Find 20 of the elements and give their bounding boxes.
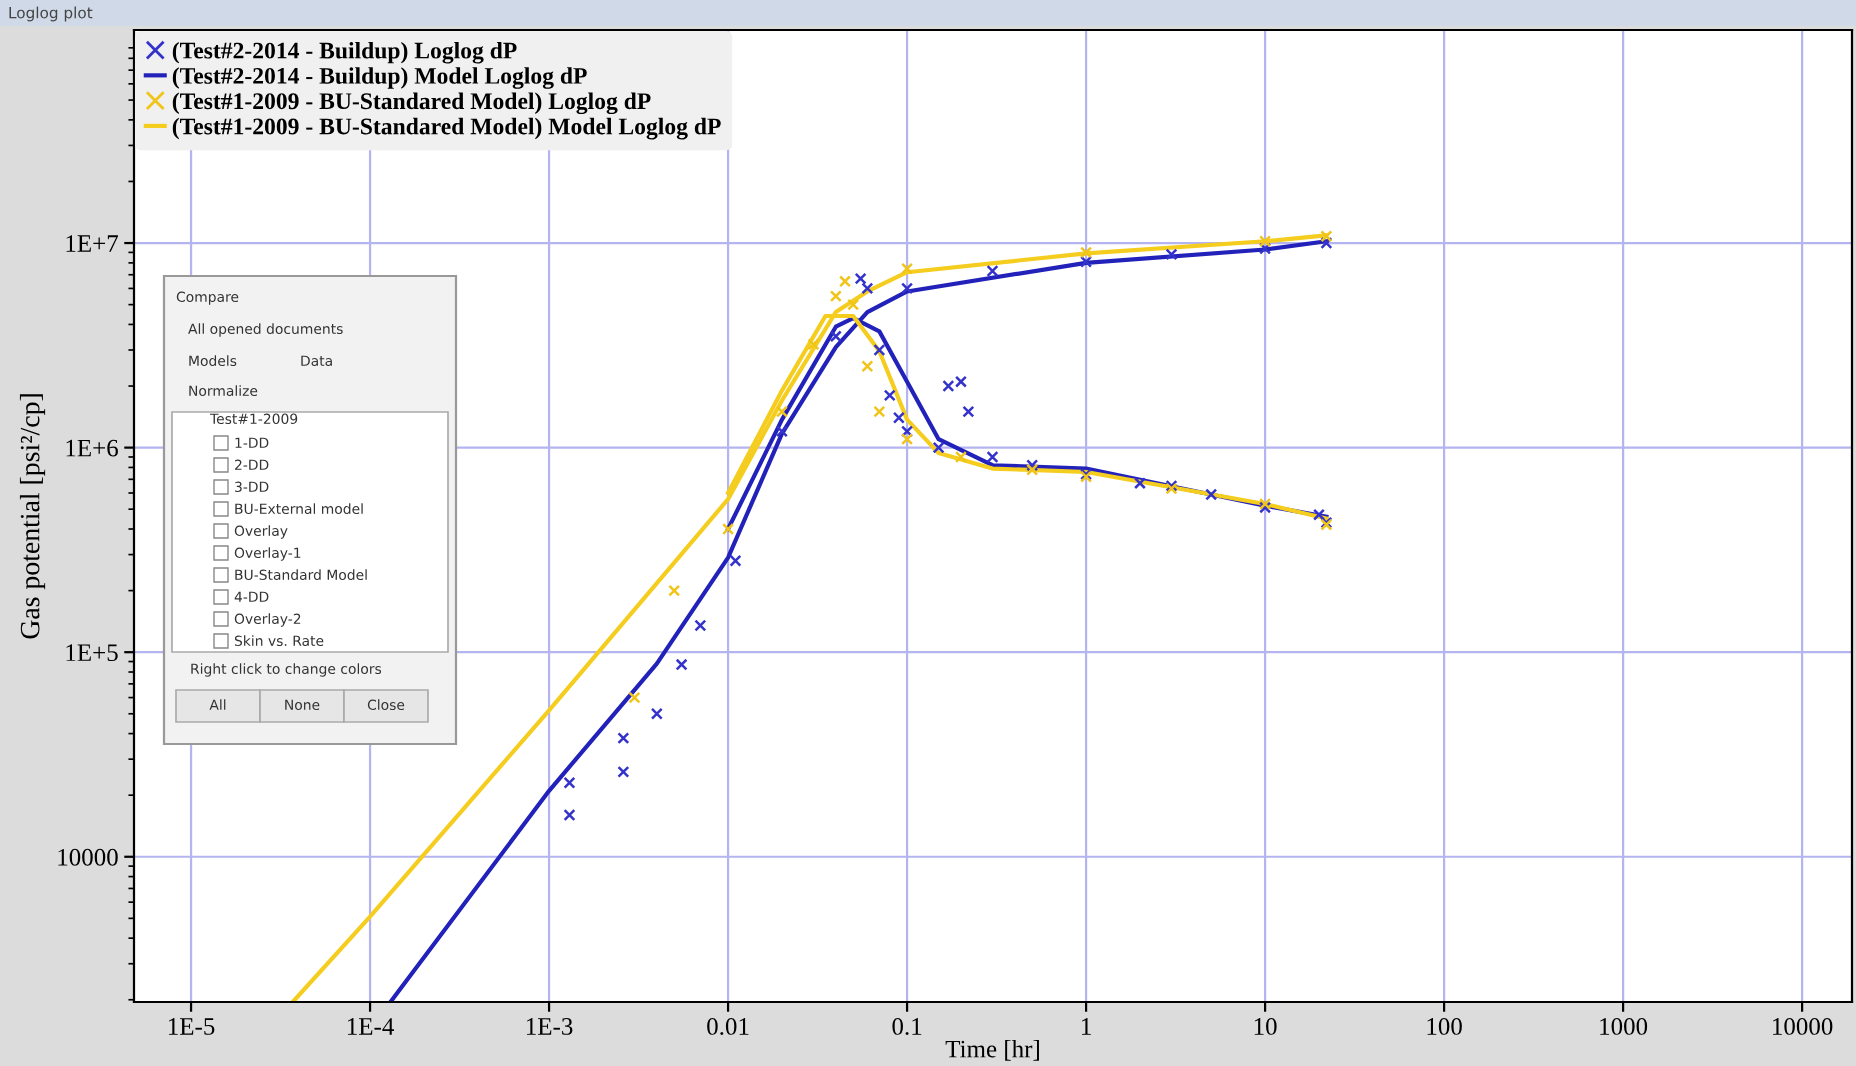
y-tick-label: 1E+6 bbox=[66, 439, 118, 457]
legend-label: (Test#2-2014 - Buildup) Model Loglog dP bbox=[172, 67, 587, 89]
x-tick-label: 1000 bbox=[1600, 1018, 1648, 1035]
y-axis-title: Gas potential [psi²/cp] bbox=[19, 394, 46, 639]
legend-label: (Test#2-2014 - Buildup) Loglog dP bbox=[172, 41, 517, 64]
x-tick-label: 100 bbox=[1427, 1018, 1462, 1035]
x-axis-title: Time [hr] bbox=[945, 1039, 1039, 1061]
x-tick-label: 10 bbox=[1254, 1018, 1277, 1035]
x-tick-label: 1 bbox=[1082, 1018, 1091, 1035]
x-tick-label: 1E-4 bbox=[347, 1018, 394, 1035]
y-tick-label: 10000 bbox=[58, 848, 118, 866]
legend-label: (Test#1-2009 - BU-Standared Model) Model Loglog dP bbox=[172, 117, 721, 140]
y-tick-label: 1E+7 bbox=[66, 235, 119, 252]
x-tick-label: 1E-3 bbox=[526, 1018, 573, 1035]
y-tick-label: 1E+5 bbox=[66, 644, 118, 662]
x-tick-label: 10000 bbox=[1773, 1018, 1833, 1035]
x-tick-label: 0.1 bbox=[892, 1018, 922, 1035]
x-tick-label: 1E-5 bbox=[168, 1018, 215, 1035]
legend-label: (Test#1-2009 - BU-Standared Model) Loglog dP bbox=[172, 92, 651, 115]
x-tick-label: 0.01 bbox=[707, 1018, 749, 1035]
